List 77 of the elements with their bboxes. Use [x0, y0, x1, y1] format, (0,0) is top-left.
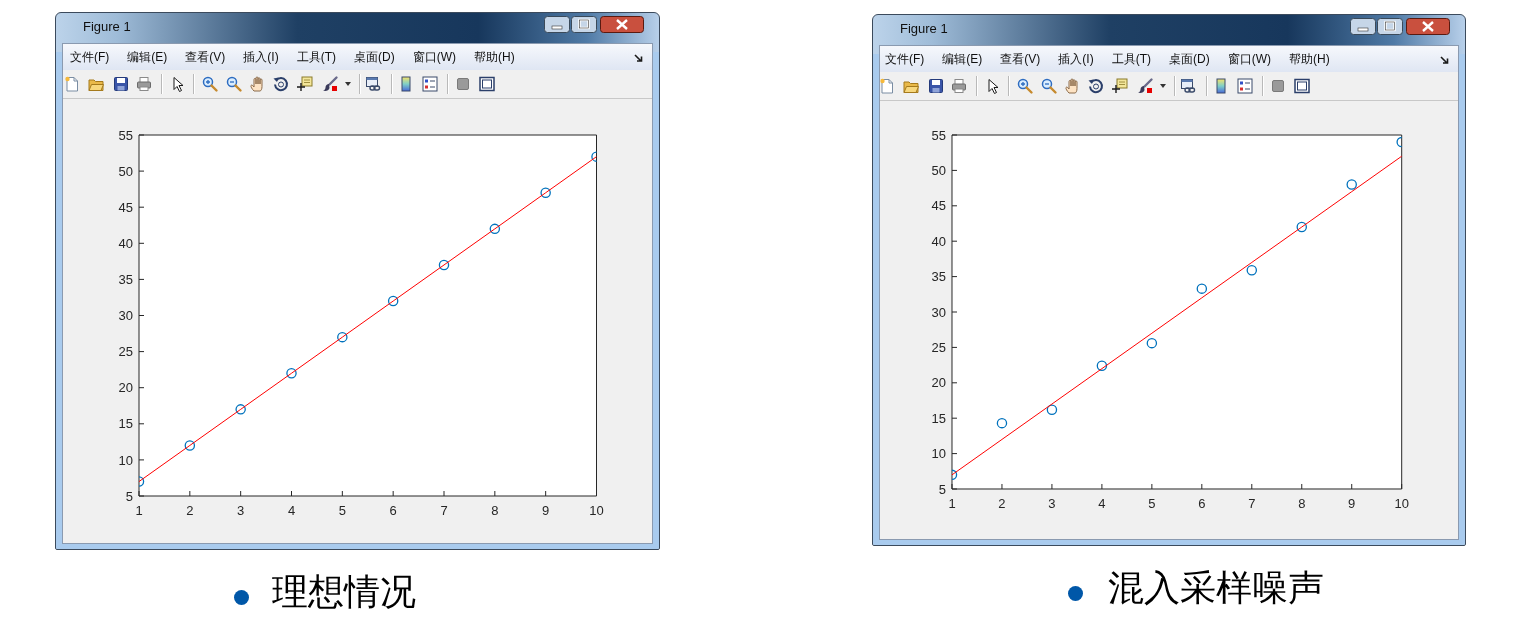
point: [489, 223, 500, 235]
text: 编辑(E): [127, 50, 168, 64]
text: 查看(V): [185, 50, 226, 64]
y-tick-label: 55: [118, 127, 133, 143]
point: [234, 404, 246, 415]
point: [1246, 264, 1258, 276]
point: [1346, 179, 1358, 190]
text: 混入采样噪声: [1108, 567, 1324, 608]
text: 工具(T): [1111, 52, 1151, 66]
text: 窗口(W): [1227, 52, 1271, 66]
y-tick-label: 25: [118, 344, 133, 360]
text: 插入(I): [243, 50, 279, 64]
point: [997, 417, 1008, 429]
y-tick-label: 10: [931, 446, 947, 462]
x-tick-label: 10: [588, 503, 604, 519]
y-tick-label: 5: [939, 481, 947, 497]
text: 工具(T): [296, 50, 336, 64]
y-tick-label: 20: [931, 375, 947, 391]
x-tick-label: 2: [998, 496, 1006, 512]
x-tick-label: 2: [185, 503, 193, 519]
text: 编辑(E): [942, 52, 983, 66]
x-tick-label: 1: [134, 503, 143, 519]
y-tick-label: 40: [931, 233, 947, 249]
y-tick-label: 35: [118, 272, 133, 288]
x-tick-label: 5: [1148, 496, 1156, 512]
x-tick-label: 6: [389, 503, 397, 519]
y-tick-label: 35: [931, 269, 947, 285]
y-tick-label: 10: [118, 452, 133, 468]
text: 帮助(H): [1288, 52, 1330, 66]
x-tick-label: 4: [1098, 496, 1106, 512]
text: 查看(V): [1000, 52, 1041, 66]
y-tick-label: 45: [931, 198, 947, 214]
point: [539, 187, 551, 199]
y-tick-label: 15: [931, 410, 947, 426]
caption: Figure 1: [900, 21, 948, 36]
x-tick-label: 1: [948, 496, 956, 512]
point: [285, 368, 297, 379]
y-tick-label: 15: [118, 416, 133, 432]
y-tick-label: 40: [118, 235, 133, 251]
x-tick-label: 5: [338, 503, 346, 519]
point: [387, 295, 398, 307]
point: [1046, 404, 1058, 415]
text: 文件(F): [70, 50, 110, 64]
y-tick-label: 20: [118, 380, 133, 396]
text: 插入(I): [1058, 52, 1094, 66]
x-tick-label: 3: [236, 503, 244, 519]
caption: Figure 1: [83, 19, 131, 34]
x-tick-label: 8: [1298, 496, 1306, 512]
x-tick-label: 8: [490, 503, 498, 519]
point: [1296, 221, 1308, 233]
x-tick-label: 9: [541, 503, 549, 519]
point: [1146, 337, 1158, 349]
text: 桌面(D): [1168, 52, 1210, 66]
x-tick-label: 7: [1248, 496, 1256, 512]
point: [1196, 283, 1208, 294]
x-tick-label: 10: [1394, 496, 1410, 512]
y-tick-label: 55: [931, 127, 947, 143]
text: 窗口(W): [412, 50, 456, 64]
x-tick-label: 4: [287, 503, 295, 519]
text: 帮助(H): [473, 50, 515, 64]
point: [184, 440, 195, 451]
y-tick-label: 45: [118, 199, 133, 215]
y-tick-label: 25: [931, 340, 947, 356]
x-tick-label: 6: [1198, 496, 1206, 512]
y-tick-label: 30: [118, 308, 133, 324]
x-tick-label: 7: [439, 503, 448, 519]
point: [1096, 360, 1108, 372]
y-tick-label: 50: [931, 163, 947, 179]
x-tick-label: 3: [1048, 496, 1056, 512]
text: 桌面(D): [353, 50, 395, 64]
point: [438, 259, 449, 271]
point: [336, 331, 348, 343]
text: 理想情况: [272, 571, 416, 612]
text: 文件(F): [885, 52, 925, 66]
y-tick-label: 30: [931, 304, 947, 320]
y-tick-label: 50: [118, 163, 133, 179]
x-tick-label: 9: [1348, 496, 1356, 512]
